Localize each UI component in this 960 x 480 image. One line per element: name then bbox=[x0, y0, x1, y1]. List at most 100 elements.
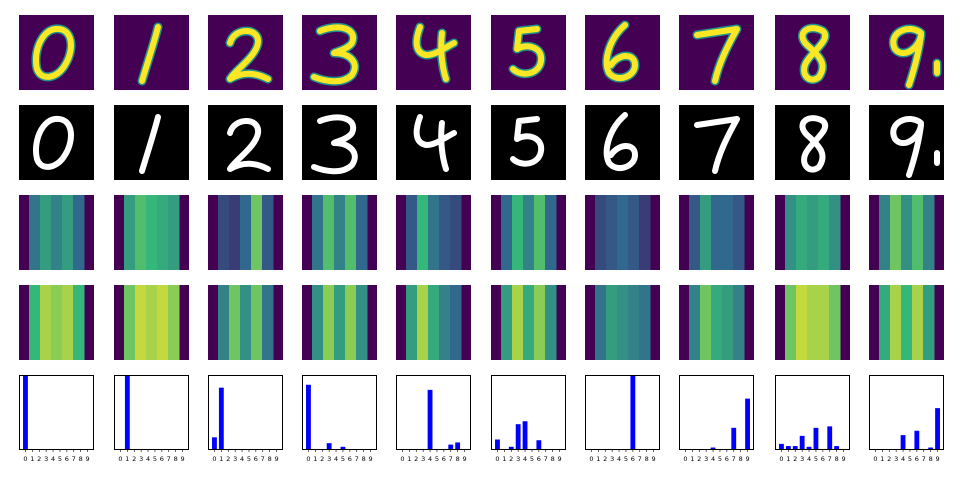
image-panel bbox=[869, 285, 944, 360]
x-tick-label: 0 bbox=[589, 455, 593, 463]
image-panel bbox=[114, 105, 189, 180]
x-tick-label: 0 bbox=[212, 455, 216, 463]
digit-viridis-1 bbox=[114, 15, 189, 90]
x-tick-label: 8 bbox=[268, 455, 272, 463]
image-panel bbox=[585, 105, 660, 180]
band-stripe bbox=[512, 195, 524, 270]
bar-4 bbox=[900, 435, 906, 449]
reconstruction-a-4 bbox=[396, 195, 471, 270]
x-tick-label: 8 bbox=[929, 455, 933, 463]
x-tick-label: 8 bbox=[739, 455, 743, 463]
x-tick-label: 3 bbox=[516, 455, 520, 463]
reconstruction-a-3 bbox=[302, 195, 377, 270]
x-tick-label: 9 bbox=[935, 455, 939, 463]
band-stripe bbox=[912, 285, 924, 360]
digit-8-stroke bbox=[799, 115, 828, 173]
digit-viridis-2 bbox=[208, 15, 283, 90]
x-tick-label: 2 bbox=[37, 455, 41, 463]
axes-frame bbox=[302, 375, 377, 450]
x-tick-label: 4 bbox=[51, 455, 55, 463]
x-tick-label: 3 bbox=[800, 455, 804, 463]
band-stripe bbox=[818, 285, 830, 360]
x-tick-label: 8 bbox=[551, 455, 555, 463]
band-stripe bbox=[157, 285, 169, 360]
bar-4 bbox=[710, 447, 716, 449]
digit-5-stroke bbox=[510, 26, 545, 77]
x-tick-label: 2 bbox=[509, 455, 513, 463]
image-background bbox=[491, 105, 566, 180]
x-tick-label: 4 bbox=[240, 455, 244, 463]
band-stripe bbox=[29, 285, 41, 360]
bar-2 bbox=[792, 446, 798, 449]
band-stripe bbox=[62, 195, 74, 270]
band-stripe bbox=[796, 285, 808, 360]
band-stripe bbox=[417, 285, 429, 360]
x-tick-label: 7 bbox=[922, 455, 926, 463]
bar-9 bbox=[935, 408, 940, 449]
band-stripe bbox=[722, 285, 734, 360]
x-tick-label: 7 bbox=[544, 455, 548, 463]
digit-viridis-0 bbox=[19, 15, 94, 90]
x-tick-label: 0 bbox=[873, 455, 877, 463]
bar-8 bbox=[834, 446, 840, 449]
reconstruction-b-2 bbox=[208, 285, 283, 360]
reconstruction-a-9 bbox=[869, 195, 944, 270]
digit-4-stroke bbox=[413, 24, 457, 82]
band-stripe bbox=[733, 285, 745, 360]
x-tick-label: 6 bbox=[631, 455, 635, 463]
axes-frame bbox=[491, 375, 566, 450]
bar-0 bbox=[779, 443, 784, 449]
band-stripe bbox=[73, 285, 85, 360]
image-panel bbox=[19, 105, 94, 180]
band-stripe bbox=[923, 195, 935, 270]
digit-6-stroke bbox=[603, 112, 638, 172]
bar-1 bbox=[218, 387, 224, 449]
band-stripe bbox=[785, 195, 797, 270]
digit-9-stroke bbox=[890, 26, 940, 88]
x-tick-label: 2 bbox=[320, 455, 324, 463]
x-tick-label: 6 bbox=[725, 455, 729, 463]
reconstruction-a-5 bbox=[491, 195, 566, 270]
band-stripe bbox=[796, 195, 808, 270]
image-panel bbox=[208, 285, 283, 360]
band-stripe bbox=[700, 285, 712, 360]
band-stripe bbox=[240, 285, 252, 360]
band-stripe bbox=[406, 285, 418, 360]
digit-viridis-9 bbox=[869, 15, 944, 90]
digit-viridis-7 bbox=[679, 15, 754, 90]
image-background bbox=[208, 105, 283, 180]
band-stripe bbox=[628, 285, 640, 360]
digit-grayscale-3 bbox=[302, 105, 377, 180]
x-tick-label: 1 bbox=[407, 455, 411, 463]
axes-frame bbox=[775, 375, 850, 450]
reconstruction-a-8 bbox=[775, 195, 850, 270]
x-tick-label: 3 bbox=[704, 455, 708, 463]
image-panel bbox=[775, 105, 850, 180]
axes-frame bbox=[396, 375, 471, 450]
x-tick-label: 5 bbox=[341, 455, 345, 463]
reconstruction-b-8 bbox=[775, 285, 850, 360]
band-stripe bbox=[356, 285, 368, 360]
band-stripe bbox=[807, 285, 819, 360]
band-stripe bbox=[890, 285, 902, 360]
reconstruction-b-7 bbox=[679, 285, 754, 360]
band-stripe bbox=[124, 195, 136, 270]
x-tick-label: 9 bbox=[180, 455, 184, 463]
axes-frame bbox=[19, 375, 94, 450]
digit-8-stroke bbox=[799, 25, 828, 83]
image-panel bbox=[775, 195, 850, 270]
band-stripe bbox=[689, 195, 701, 270]
bar-6 bbox=[914, 430, 920, 449]
digit-grayscale-2 bbox=[208, 105, 283, 180]
bar-0 bbox=[23, 376, 28, 449]
band-stripe bbox=[595, 285, 607, 360]
band-stripe bbox=[923, 285, 935, 360]
band-stripe bbox=[73, 195, 85, 270]
band-stripe bbox=[785, 285, 797, 360]
x-tick-label: 4 bbox=[617, 455, 621, 463]
